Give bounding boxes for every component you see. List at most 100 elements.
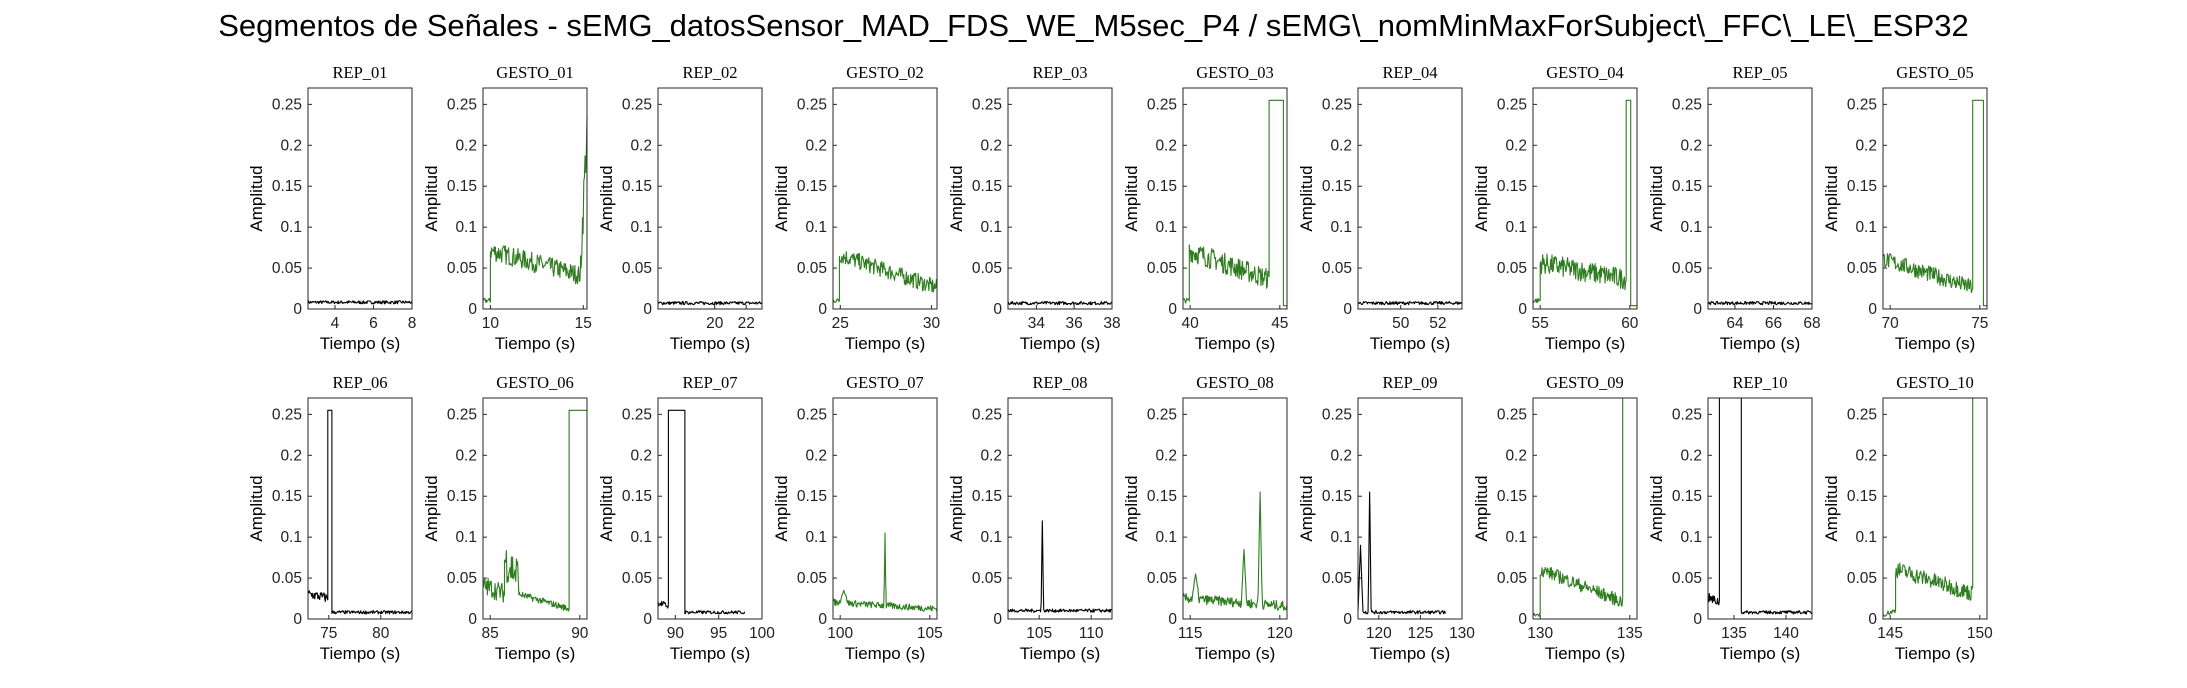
y-tick-label: 0 (1343, 301, 1352, 318)
y-tick-label: 0.25 (1322, 406, 1352, 423)
y-tick-label: 0.2 (455, 447, 477, 464)
y-tick-label: 0 (468, 611, 477, 628)
axes-box (1882, 87, 1988, 310)
subplot-title: GESTO_04 (1546, 63, 1624, 82)
x-tick-label: 120 (1366, 625, 1392, 642)
y-tick-label: 0.2 (630, 137, 652, 154)
y-tick-label: 0.05 (1322, 260, 1352, 277)
signal-line (1357, 491, 1446, 615)
axes-box (1532, 87, 1638, 310)
x-axis-label: Tiempo (s) (845, 644, 926, 663)
y-tick-label: 0.25 (447, 406, 477, 423)
y-axis-label: Amplitud (772, 475, 791, 541)
y-tick-label: 0.25 (1672, 96, 1702, 113)
y-tick-label: 0.2 (1330, 137, 1352, 154)
x-tick-label: 15 (575, 315, 592, 332)
y-tick-label: 0.15 (797, 178, 827, 195)
subplot-rep-01: REP_01 0 0.05 0.1 0.15 0.2 0.25 4 6 8 Tiempo (s) Am… (247, 63, 416, 353)
x-tick-label: 135 (1617, 625, 1643, 642)
y-tick-label: 0.2 (1505, 137, 1527, 154)
subplot-title: REP_09 (1382, 373, 1437, 392)
subplot-gesto-05: GESTO_05 0 0.05 0.1 0.15 0.2 0.25 70 75 Tiempo (s… (1822, 63, 1988, 353)
y-tick-label: 0.25 (1847, 406, 1877, 423)
y-tick-label: 0.15 (272, 488, 302, 505)
axes-box (482, 397, 588, 620)
y-tick-label: 0.1 (280, 219, 302, 236)
subplot-gesto-07: GESTO_07 0 0.05 0.1 0.15 0.2 0.25 100 105 Tiempo … (772, 373, 943, 663)
axes-box (1882, 397, 1988, 620)
x-axis-label: Tiempo (s) (1720, 334, 1801, 353)
y-tick-label: 0.05 (622, 260, 652, 277)
y-tick-label: 0.25 (272, 96, 302, 113)
y-tick-label: 0.15 (1847, 178, 1877, 195)
signal-line (1882, 99, 1987, 307)
x-axis-label: Tiempo (s) (1545, 644, 1626, 663)
x-tick-label: 4 (331, 315, 340, 332)
y-axis-label: Amplitud (1122, 475, 1141, 541)
x-axis-label: Tiempo (s) (1195, 334, 1276, 353)
subplot-rep-10: REP_10 0 0.05 0.1 0.15 0.2 0.25 135 140 Tiempo (s… (1647, 373, 1813, 663)
y-axis-label: Amplitud (422, 165, 441, 231)
y-tick-label: 0.15 (972, 488, 1002, 505)
y-tick-label: 0.05 (1497, 570, 1527, 587)
y-tick-label: 0.15 (1497, 488, 1527, 505)
y-tick-label: 0.1 (630, 529, 652, 546)
y-tick-label: 0 (643, 611, 652, 628)
y-tick-label: 0 (1518, 301, 1527, 318)
x-tick-label: 135 (1721, 625, 1747, 642)
y-tick-label: 0.2 (630, 447, 652, 464)
y-tick-label: 0.05 (1847, 570, 1877, 587)
y-tick-label: 0 (1868, 301, 1877, 318)
axes-box (1357, 397, 1463, 620)
signal-line (1707, 300, 1813, 306)
signal-line (1357, 300, 1463, 306)
y-tick-label: 0.15 (1672, 488, 1702, 505)
y-tick-label: 0.05 (447, 260, 477, 277)
y-tick-label: 0.05 (1497, 260, 1527, 277)
x-tick-label: 130 (1527, 625, 1553, 642)
y-axis-label: Amplitud (422, 475, 441, 541)
x-axis-label: Tiempo (s) (1895, 644, 1976, 663)
y-tick-label: 0.25 (1497, 406, 1527, 423)
y-tick-label: 0.15 (797, 488, 827, 505)
figure-title: Segmentos de Señales - sEMG_datosSensor_… (218, 8, 1969, 43)
x-axis-label: Tiempo (s) (670, 334, 751, 353)
subplot-title: GESTO_02 (846, 63, 924, 82)
x-tick-label: 55 (1532, 315, 1549, 332)
y-axis-label: Amplitud (947, 165, 966, 231)
y-axis-label: Amplitud (772, 165, 791, 231)
y-tick-label: 0.05 (272, 260, 302, 277)
axes-box (657, 87, 763, 310)
y-tick-label: 0 (293, 301, 302, 318)
y-tick-label: 0.25 (1147, 96, 1177, 113)
y-axis-label: Amplitud (1647, 165, 1666, 231)
y-tick-label: 0.15 (1847, 488, 1877, 505)
x-tick-label: 100 (827, 625, 853, 642)
y-axis-label: Amplitud (1472, 165, 1491, 231)
y-tick-label: 0.1 (1330, 529, 1352, 546)
x-tick-label: 125 (1407, 625, 1433, 642)
y-tick-label: 0 (1168, 611, 1177, 628)
signal-line (832, 532, 938, 613)
y-tick-label: 0 (468, 301, 477, 318)
x-axis-label: Tiempo (s) (670, 644, 751, 663)
axes-box (1532, 397, 1638, 620)
x-tick-label: 40 (1182, 315, 1200, 332)
y-tick-label: 0.2 (1680, 447, 1702, 464)
signal-line (1532, 99, 1637, 307)
axes-box (657, 397, 763, 620)
y-tick-label: 0.1 (1855, 219, 1877, 236)
subplot-gesto-06: GESTO_06 0 0.05 0.1 0.15 0.2 0.25 85 90 Tiempo (s… (422, 373, 589, 663)
y-tick-label: 0 (1168, 301, 1177, 318)
y-tick-label: 0.25 (797, 406, 827, 423)
x-axis-label: Tiempo (s) (845, 334, 926, 353)
y-tick-label: 0.15 (1322, 488, 1352, 505)
subplot-title: REP_10 (1732, 373, 1787, 392)
y-tick-label: 0.05 (1147, 570, 1177, 587)
x-tick-label: 140 (1773, 625, 1799, 642)
subplot-gesto-01: GESTO_01 0 0.05 0.1 0.15 0.2 0.25 10 15 Tiempo (s… (422, 63, 592, 353)
y-tick-label: 0 (643, 301, 652, 318)
x-tick-label: 120 (1267, 625, 1293, 642)
x-tick-label: 75 (1971, 315, 1988, 332)
